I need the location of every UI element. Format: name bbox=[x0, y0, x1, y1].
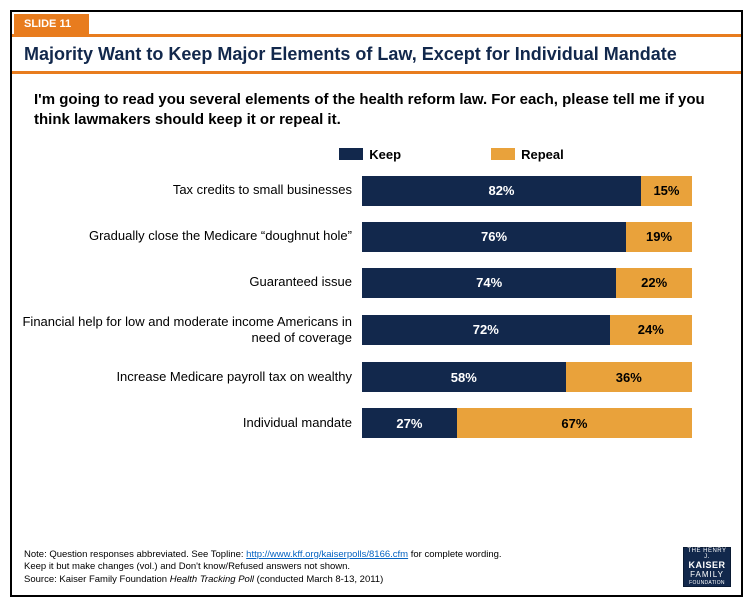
chart-row: Tax credits to small businesses82%15% bbox=[22, 176, 701, 206]
slide-frame: SLIDE 11 Majority Want to Keep Major Ele… bbox=[10, 10, 743, 597]
bar-segment-repeal: 67% bbox=[457, 408, 692, 438]
row-label: Tax credits to small businesses bbox=[22, 182, 362, 198]
bar-segment-keep: 74% bbox=[362, 268, 616, 298]
chart-row: Financial help for low and moderate inco… bbox=[22, 314, 701, 347]
footnote-source: Source: Kaiser Family Foundation Health … bbox=[24, 574, 661, 587]
slide-number-text: SLIDE 11 bbox=[24, 18, 71, 30]
logo-line-3: FAMILY bbox=[690, 571, 724, 580]
row-label: Individual mandate bbox=[22, 415, 362, 431]
note-suffix: for complete wording. bbox=[408, 549, 501, 560]
source-prefix: Source: Kaiser Family Foundation bbox=[24, 574, 170, 585]
chart-row: Gradually close the Medicare “doughnut h… bbox=[22, 222, 701, 252]
row-label: Gradually close the Medicare “doughnut h… bbox=[22, 228, 362, 244]
bar-segment-repeal: 19% bbox=[626, 222, 692, 252]
bar-track: 72%24% bbox=[362, 315, 692, 345]
bar-segment-repeal: 15% bbox=[641, 176, 692, 206]
legend-item-repeal: Repeal bbox=[491, 147, 564, 162]
bar-segment-repeal: 36% bbox=[566, 362, 692, 392]
topline-link[interactable]: http://www.kff.org/kaiserpolls/8166.cfm bbox=[246, 549, 408, 560]
note-prefix: Note: Question responses abbreviated. Se… bbox=[24, 549, 246, 560]
logo-line-4: FOUNDATION bbox=[689, 581, 725, 587]
bar-chart: Tax credits to small businesses82%15% Gra… bbox=[12, 176, 741, 439]
chart-row: Individual mandate27%67% bbox=[22, 408, 701, 438]
bar-segment-keep: 82% bbox=[362, 176, 641, 206]
row-label: Financial help for low and moderate inco… bbox=[22, 314, 362, 347]
bar-segment-repeal: 22% bbox=[616, 268, 692, 298]
chart-row: Increase Medicare payroll tax on wealthy… bbox=[22, 362, 701, 392]
bar-segment-keep: 76% bbox=[362, 222, 626, 252]
legend-swatch-repeal bbox=[491, 148, 515, 160]
slide-number-tab: SLIDE 11 bbox=[14, 14, 89, 34]
legend-item-keep: Keep bbox=[339, 147, 401, 162]
slide-title: Majority Want to Keep Major Elements of … bbox=[24, 44, 677, 65]
title-bar: Majority Want to Keep Major Elements of … bbox=[12, 34, 741, 74]
row-label: Guaranteed issue bbox=[22, 274, 362, 290]
question-text: I'm going to read you several elements o… bbox=[12, 74, 741, 137]
source-suffix: (conducted March 8-13, 2011) bbox=[254, 574, 383, 585]
legend-label-keep: Keep bbox=[369, 147, 401, 162]
bar-segment-keep: 58% bbox=[362, 362, 566, 392]
legend-swatch-keep bbox=[339, 148, 363, 160]
bar-track: 82%15% bbox=[362, 176, 692, 206]
bar-track: 74%22% bbox=[362, 268, 692, 298]
kaiser-logo: THE HENRY J. KAISER FAMILY FOUNDATION bbox=[683, 547, 731, 587]
source-italic: Health Tracking Poll bbox=[170, 574, 254, 585]
bar-segment-keep: 72% bbox=[362, 315, 610, 345]
bar-segment-repeal: 24% bbox=[610, 315, 693, 345]
bar-track: 27%67% bbox=[362, 408, 692, 438]
bar-track: 76%19% bbox=[362, 222, 692, 252]
chart-legend: Keep Repeal bbox=[12, 147, 741, 162]
legend-label-repeal: Repeal bbox=[521, 147, 564, 162]
row-label: Increase Medicare payroll tax on wealthy bbox=[22, 369, 362, 385]
footnote-line-1: Note: Question responses abbreviated. Se… bbox=[24, 549, 661, 562]
chart-row: Guaranteed issue74%22% bbox=[22, 268, 701, 298]
footnote-line-2: Keep it but make changes (vol.) and Don'… bbox=[24, 561, 661, 574]
bar-segment-keep: 27% bbox=[362, 408, 457, 438]
bar-track: 58%36% bbox=[362, 362, 692, 392]
footnotes: Note: Question responses abbreviated. Se… bbox=[24, 549, 661, 587]
